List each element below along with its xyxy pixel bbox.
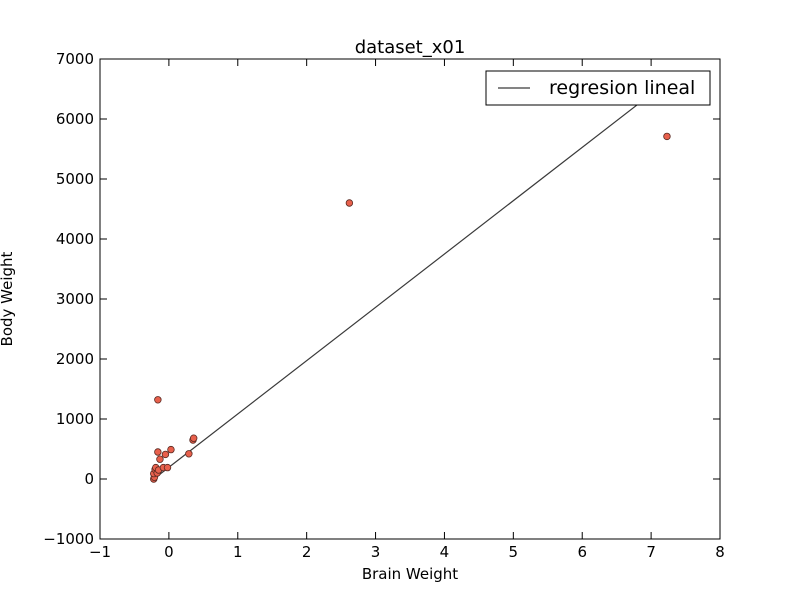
y-tick-label: 5000 xyxy=(56,170,94,188)
scatter-point xyxy=(663,132,671,141)
y-tick-label: −1000 xyxy=(43,530,94,548)
chart-title: dataset_x01 xyxy=(355,37,466,58)
x-tick-label: 2 xyxy=(302,543,312,561)
y-tick-label: 0 xyxy=(84,470,94,488)
y-tick-label: 7000 xyxy=(56,50,94,68)
scatter-point xyxy=(156,455,164,463)
plot-area xyxy=(150,81,671,483)
y-tick-label: 6000 xyxy=(56,110,94,128)
regression-line xyxy=(153,81,668,480)
x-tick-label: −1 xyxy=(89,543,111,561)
legend-label: regresion lineal xyxy=(549,77,695,99)
x-tick-label: 1 xyxy=(233,543,243,561)
legend: regresion lineal xyxy=(485,70,711,106)
x-tick-label: 3 xyxy=(371,543,381,561)
scatter-point xyxy=(154,396,162,404)
y-tick-label: 4000 xyxy=(56,230,94,248)
scatter-point xyxy=(154,448,162,456)
scatter-point xyxy=(185,450,193,458)
y-tick-label: 3000 xyxy=(56,290,94,308)
plot-frame xyxy=(99,58,721,540)
x-tick-label: 4 xyxy=(440,543,450,561)
x-tick-label: 6 xyxy=(577,543,587,561)
scatter-point xyxy=(163,463,172,472)
x-axis-label: Brain Weight xyxy=(362,565,458,583)
axes: −1 0 1 2 3 4 5 6 7 8 −1000 0 1000 2000 3000 4000 5000 600… xyxy=(43,50,725,561)
scatter-point xyxy=(189,434,198,442)
scatter-point xyxy=(345,199,354,207)
x-tick-label: 5 xyxy=(509,543,519,561)
x-tick-label: 8 xyxy=(715,543,725,561)
y-axis-label: Body Weight xyxy=(0,251,16,346)
x-tick-label: 7 xyxy=(646,543,656,561)
scatter-point xyxy=(167,445,175,454)
y-tick-label: 2000 xyxy=(56,350,94,368)
scatter-point xyxy=(161,450,170,459)
y-tick-label: 1000 xyxy=(56,410,94,428)
x-tick-label: 0 xyxy=(164,543,174,561)
